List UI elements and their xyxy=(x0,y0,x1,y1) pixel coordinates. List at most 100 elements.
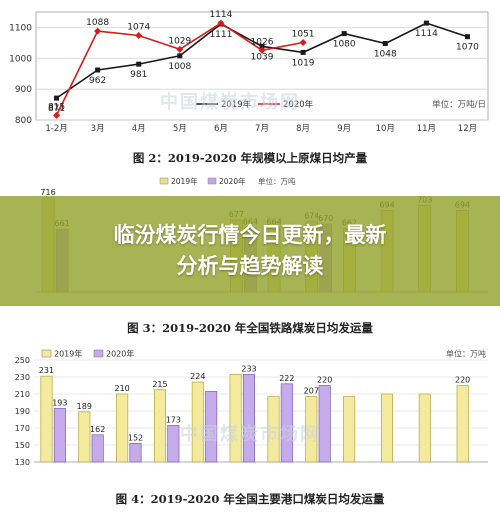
unit-label: 单位：万吨/日 xyxy=(432,99,486,110)
legend-label: 2020年 xyxy=(283,99,314,110)
data-label: 173 xyxy=(166,415,181,424)
data-label: 1026 xyxy=(251,37,274,47)
data-label: 1070 xyxy=(456,43,479,53)
data-label: 871 xyxy=(48,104,65,114)
headline-banner: 临汾煤炭行情今日更新，最新 分析与趋势解读 xyxy=(0,196,500,306)
y-tick-label: 230 xyxy=(15,373,30,382)
x-tick-label: 8月 xyxy=(296,124,310,134)
data-label: 222 xyxy=(279,374,294,383)
data-point xyxy=(423,20,429,26)
bar xyxy=(229,374,242,463)
data-label: 1039 xyxy=(251,52,274,62)
bar xyxy=(380,393,394,463)
bar xyxy=(318,385,331,463)
y-tick-label: 800 xyxy=(15,116,32,126)
data-label: 215 xyxy=(152,380,167,389)
data-point xyxy=(217,19,225,27)
y-tick-label: 250 xyxy=(15,356,30,365)
legend-label: 2019年 xyxy=(221,99,252,110)
legend-swatch xyxy=(207,177,217,185)
bar xyxy=(191,381,204,463)
data-label: 233 xyxy=(241,364,256,373)
legend-label: 2020年 xyxy=(219,176,246,186)
data-point xyxy=(464,34,470,40)
bar xyxy=(129,442,142,463)
x-tick-label: 11月 xyxy=(417,124,436,134)
y-tick-label: 130 xyxy=(15,458,30,467)
x-tick-label: 7月 xyxy=(255,124,269,134)
data-label: 1114 xyxy=(415,29,438,39)
data-point xyxy=(136,61,142,67)
bar xyxy=(153,389,167,463)
x-tick-label: 4月 xyxy=(132,124,146,134)
data-label: 1019 xyxy=(292,58,315,68)
x-tick-label: 3月 xyxy=(91,124,105,134)
bar xyxy=(91,434,104,463)
data-label: 1080 xyxy=(333,40,356,50)
bar xyxy=(167,425,180,463)
chart-title-output: 图 2：2019-2020 年规模以上原煤日均产量 xyxy=(132,151,368,165)
bar-chart-port-shipment: 130 150 170 190 210 230 250 2019年 2020年 单位：万吨 231 1… xyxy=(15,349,488,467)
data-label: 162 xyxy=(90,425,105,434)
data-label: 189 xyxy=(77,402,92,411)
data-point xyxy=(135,31,143,39)
data-point xyxy=(176,45,184,53)
data-point xyxy=(300,49,306,55)
watermark-site-2: 中国煤炭市场网 xyxy=(180,424,320,445)
bar xyxy=(418,393,431,463)
chart-title-port: 图 4：2019-2020 年全国主要港口煤炭日均发运量 xyxy=(115,492,385,506)
unit-label: 单位：万吨 xyxy=(258,176,296,186)
x-tick-label: 9月 xyxy=(337,124,351,134)
data-label: 1051 xyxy=(292,30,315,40)
data-point xyxy=(94,27,102,35)
chart-title-railway: 图 3：2019-2020 年全国铁路煤炭日均发运量 xyxy=(127,321,373,335)
x-tick-label: 12月 xyxy=(458,124,477,134)
data-point xyxy=(258,46,266,54)
data-point xyxy=(299,39,307,47)
data-label: 224 xyxy=(190,372,205,381)
legend-swatch xyxy=(41,349,52,358)
y-tick-label: 190 xyxy=(15,407,30,416)
y-tick-label: 900 xyxy=(15,85,32,95)
x-tick-label: 6月 xyxy=(214,124,228,134)
bar xyxy=(305,396,318,463)
data-point xyxy=(54,95,60,101)
bar xyxy=(456,385,469,463)
headline-line-2: 分析与趋势解读 xyxy=(176,254,324,278)
bar xyxy=(267,396,280,463)
data-label: 1114 xyxy=(209,10,232,20)
y-tick-label: 1100 xyxy=(9,23,32,33)
bar xyxy=(53,408,66,463)
data-label: 1088 xyxy=(86,18,109,28)
headline-line-1: 临汾煤炭行情今日更新，最新 xyxy=(113,223,387,247)
legend-label: 2019年 xyxy=(54,349,82,359)
data-label: 1111 xyxy=(209,30,232,40)
data-label: 220 xyxy=(455,376,470,385)
data-point xyxy=(382,40,388,46)
data-point xyxy=(95,67,101,73)
x-tick-label: 1-2月 xyxy=(45,124,67,134)
bar xyxy=(242,374,256,463)
data-label: 1008 xyxy=(168,62,191,72)
data-point xyxy=(177,53,183,59)
watermark-site: 中国煤炭市场网 xyxy=(160,92,300,113)
bar xyxy=(78,411,91,463)
bar xyxy=(40,375,53,463)
bar xyxy=(280,383,293,463)
legend-swatch xyxy=(159,177,169,185)
data-point xyxy=(341,31,347,37)
bar xyxy=(343,396,356,463)
legend-label: 2020年 xyxy=(106,349,134,359)
data-label: 1048 xyxy=(374,49,397,59)
bar xyxy=(205,391,218,463)
data-label: 231 xyxy=(39,366,54,375)
y-tick-label: 150 xyxy=(15,441,30,450)
data-label: 1029 xyxy=(168,36,191,46)
legend-swatch xyxy=(93,349,104,358)
bar xyxy=(116,393,129,463)
data-label: 716 xyxy=(40,188,55,197)
x-tick-label: 10月 xyxy=(376,124,395,134)
data-label: 962 xyxy=(89,76,106,86)
data-point xyxy=(259,43,265,49)
data-label: 1074 xyxy=(127,22,150,32)
